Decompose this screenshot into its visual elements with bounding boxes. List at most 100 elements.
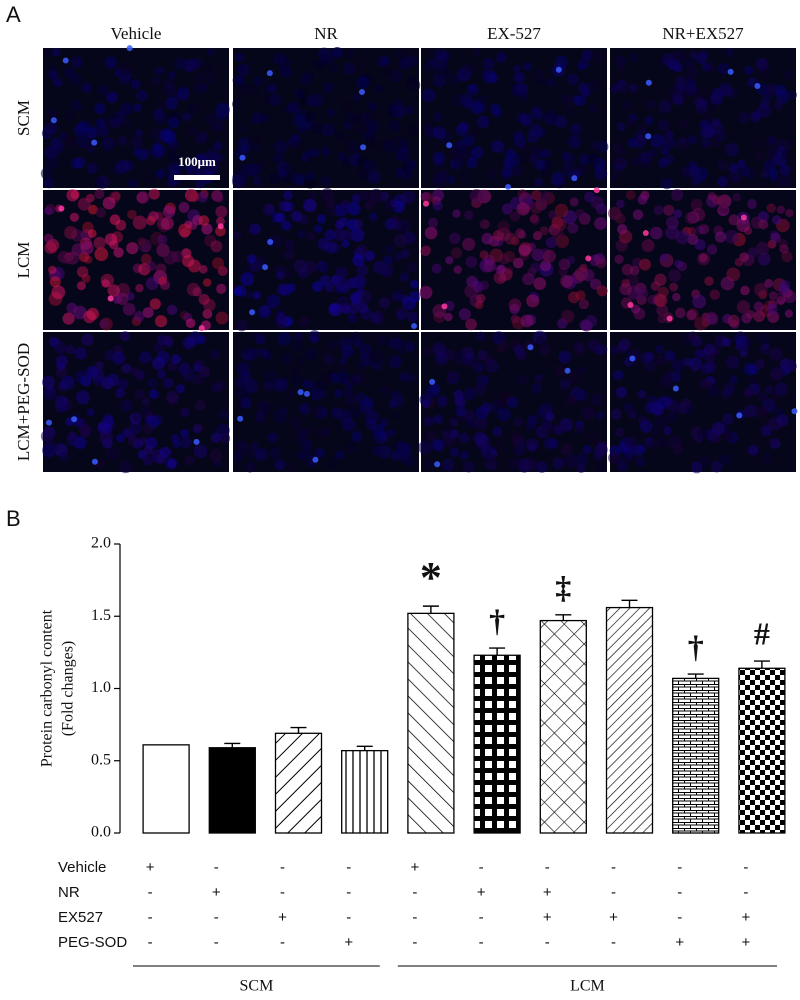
nucleus [378,334,391,347]
nucleus [423,123,434,134]
nucleus [718,203,729,214]
nucleus [747,199,757,210]
nucleus [40,429,54,443]
nucleus [134,129,143,138]
nucleus [213,152,224,163]
nucleus [425,431,437,442]
nucleus [186,125,197,136]
y-tick-label: 0.5 [91,751,111,768]
nucleus [617,65,626,74]
nucleus [684,211,698,225]
nucleus [132,412,142,421]
nucleus [384,218,397,230]
nucleus [247,84,259,97]
nucleus [554,364,566,377]
nucleus [758,392,768,402]
bar [539,619,587,834]
significance-mark: ‡ [555,569,571,605]
nucleus [40,167,54,180]
nucleus [655,355,667,367]
nucleus [192,374,204,385]
nucleus [756,405,768,418]
nucleus [650,226,663,240]
nucleus [234,285,246,297]
bar [738,667,786,834]
nucleus [680,166,690,176]
nucleus [216,283,227,294]
nucleus [120,331,131,342]
nucleus [164,339,173,348]
nucleus [378,297,391,309]
nucleus [209,349,220,360]
nucleus [673,209,683,218]
nucleus [148,389,159,399]
nucleus [595,460,607,472]
nucleus [623,450,635,462]
nucleus [625,190,636,200]
nucleus [432,126,446,140]
nucleus [380,263,395,278]
nucleus [136,191,150,204]
bright-cell [555,66,562,73]
nucleus [210,432,222,443]
nucleus [631,304,641,314]
nucleus [319,275,331,287]
nucleus [676,83,685,92]
nucleus [754,282,768,297]
nucleus [555,55,568,69]
nucleus [575,209,586,220]
nucleus [189,191,200,202]
nucleus [458,308,471,321]
bright-cell [249,309,256,316]
nucleus [101,279,110,288]
error-bar [224,742,241,748]
nucleus [139,351,152,364]
nucleus [421,192,433,204]
nucleus [717,63,730,75]
nucleus [594,345,604,355]
nucleus [768,438,778,447]
nucleus [305,426,315,436]
nucleus [197,334,207,344]
nucleus [427,58,437,67]
nucleus [118,378,129,389]
nucleus [55,366,68,378]
nucleus [777,414,789,427]
nucleus [393,233,407,248]
nucleus [661,177,673,190]
nucleus [291,374,304,387]
nucleus [44,241,57,254]
nucleus [744,363,757,376]
nucleus [232,230,242,240]
nucleus [517,374,527,385]
nucleus [611,171,620,180]
nucleus [306,95,319,108]
nucleus [435,169,449,183]
nucleus [94,247,109,262]
nucleus [383,139,396,153]
nucleus [336,371,350,385]
nucleus [104,349,116,361]
error-bar [687,673,704,679]
nucleus [698,224,710,235]
nucleus [352,113,363,124]
nucleus [46,157,58,169]
nucleus [436,395,448,407]
nucleus [405,76,416,87]
nucleus [180,407,190,418]
nucleus [551,172,565,186]
nucleus [582,269,595,282]
nucleus [299,97,308,106]
nucleus [418,440,432,455]
bar [274,732,323,834]
error-bar [621,599,638,608]
nucleus [480,375,490,384]
nucleus [160,128,175,143]
nucleus [723,431,733,441]
nucleus [421,88,436,103]
nucleus [724,230,739,244]
nucleus [163,83,177,97]
nucleus [504,232,517,245]
nucleus [44,207,53,216]
nucleus [277,56,291,70]
